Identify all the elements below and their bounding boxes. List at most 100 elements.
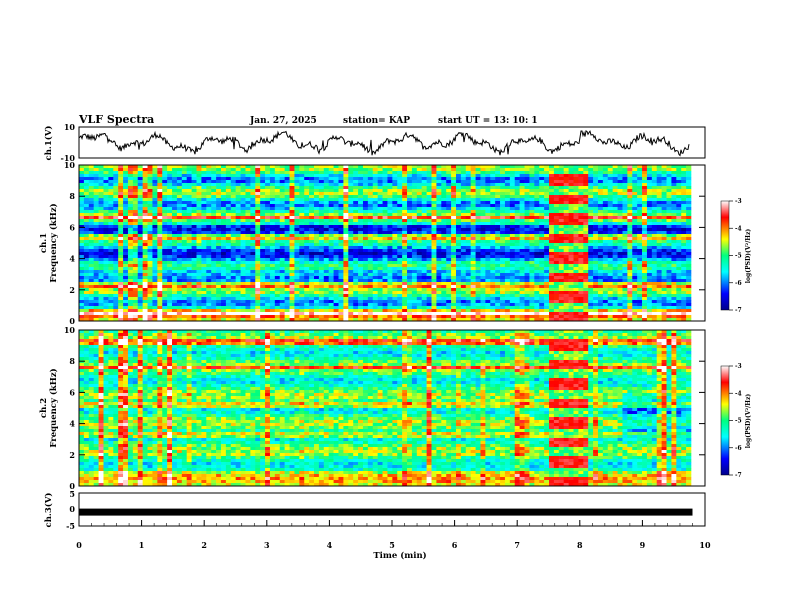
- spectrogram-cell: [661, 240, 667, 244]
- spectrogram-cell: [407, 201, 413, 205]
- spectrogram-cell: [617, 216, 623, 220]
- spectrogram-cell: [265, 222, 271, 226]
- spectrogram-cell: [495, 234, 501, 238]
- spectrogram-cell: [612, 249, 618, 253]
- spectrogram-cell: [318, 264, 325, 268]
- spectrogram-cell: [162, 195, 168, 199]
- spectrogram-cell: [544, 231, 550, 235]
- spectrogram-cell: [172, 246, 178, 250]
- spectrogram-cell: [514, 258, 520, 262]
- spectrogram-cell: [191, 165, 197, 169]
- spectrogram-cell: [343, 201, 349, 205]
- spectrogram-cell: [279, 192, 285, 196]
- spectrogram-cell: [245, 222, 251, 226]
- spectrogram-cell: [534, 267, 540, 271]
- spectrogram-cell: [235, 186, 241, 190]
- spectrogram-cell: [299, 219, 305, 223]
- spectrogram-cell: [181, 255, 188, 259]
- spectrogram-cell: [402, 198, 408, 202]
- spectrogram-cell: [475, 246, 481, 250]
- spectrogram-cell: [260, 171, 266, 175]
- spectrogram-cell: [367, 180, 374, 184]
- spectrogram-cell: [485, 255, 491, 259]
- spectrogram-cell: [495, 243, 501, 247]
- spectrogram-cell: [206, 198, 212, 202]
- spectrogram-cell: [666, 231, 672, 235]
- spectrogram-cell: [172, 267, 178, 271]
- spectrogram-cell: [681, 240, 687, 244]
- spectrogram-cell: [686, 165, 692, 169]
- spectrogram-cell: [113, 171, 119, 175]
- spectrogram-cell: [157, 252, 163, 256]
- spectrogram-cell: [397, 195, 403, 199]
- spectrogram-cell: [612, 252, 618, 256]
- spectrogram-cell: [637, 174, 643, 178]
- spectrogram-cell: [274, 267, 281, 271]
- spectrogram-cell: [240, 234, 246, 238]
- spectrogram-cell: [553, 204, 560, 208]
- spectrogram-cell: [250, 279, 256, 283]
- spectrogram-cell: [446, 192, 452, 196]
- spectrogram-cell: [622, 186, 628, 190]
- spectrogram-cell: [627, 177, 633, 181]
- spectrogram-cell: [79, 189, 85, 193]
- spectrogram-cell: [681, 273, 687, 277]
- spectrogram-cell: [314, 222, 320, 226]
- spectrogram-cell: [98, 246, 104, 250]
- spectrogram-cell: [137, 282, 143, 286]
- spectrogram-cell: [485, 228, 491, 232]
- spectrogram-cell: [152, 267, 158, 271]
- spectrogram-cell: [441, 243, 447, 247]
- spectrogram-cell: [465, 252, 471, 256]
- spectrogram-cell: [269, 168, 276, 172]
- spectrogram-cell: [167, 258, 173, 262]
- spectrogram-cell: [269, 225, 276, 229]
- spectrogram-cell: [318, 249, 325, 253]
- spectrogram-cell: [318, 252, 325, 256]
- spectrogram-cell: [500, 225, 506, 229]
- spectrogram-cell: [113, 210, 119, 214]
- spectrogram-cell: [118, 207, 124, 211]
- spectrogram-cell: [245, 243, 251, 247]
- spectrogram-cell: [265, 210, 271, 214]
- spectrogram-cell: [240, 213, 246, 217]
- spectrogram-cell: [470, 213, 476, 217]
- spectrogram-cell: [88, 234, 94, 238]
- spectrogram-cell: [544, 222, 550, 226]
- spectrogram-cell: [269, 246, 276, 250]
- spectrogram-cell: [387, 261, 393, 265]
- spectrogram-cell: [279, 225, 285, 229]
- spectrogram-cell: [220, 261, 227, 265]
- spectrogram-cell: [509, 168, 516, 172]
- spectrogram-cell: [362, 168, 369, 172]
- spectrogram-cell: [671, 252, 677, 256]
- spectrogram-cell: [539, 201, 545, 205]
- spectrogram-cell: [108, 225, 114, 229]
- spectrogram-cell: [372, 246, 378, 250]
- spectrogram-cell: [172, 237, 178, 241]
- spectrogram-cell: [597, 210, 604, 214]
- spectrogram-cell: [162, 213, 168, 217]
- spectrogram-cell: [235, 255, 241, 259]
- spectrogram-cell: [436, 174, 442, 178]
- spectrogram-cell: [294, 207, 300, 211]
- spectrogram-cell: [353, 201, 359, 205]
- spectrogram-cell: [539, 267, 545, 271]
- spectrogram-cell: [529, 228, 535, 232]
- spectrogram-cell: [686, 249, 692, 253]
- spectrogram-cell: [367, 195, 374, 199]
- spectrogram-cell: [367, 273, 374, 277]
- spectrogram-cell: [597, 195, 604, 199]
- spectrogram-cell: [607, 225, 613, 229]
- spectrogram-cell: [206, 216, 212, 220]
- spectrogram-cell: [367, 165, 374, 169]
- spectrogram-cell: [328, 195, 334, 199]
- spectrogram-cell: [651, 204, 658, 208]
- spectrogram-cell: [407, 228, 413, 232]
- spectrogram-cell: [191, 240, 197, 244]
- spectrogram-cell: [318, 186, 325, 190]
- spectrogram-cell: [593, 219, 599, 223]
- spectrogram-cell: [343, 231, 349, 235]
- spectrogram-cell: [328, 246, 334, 250]
- spectrogram-cell: [411, 183, 418, 187]
